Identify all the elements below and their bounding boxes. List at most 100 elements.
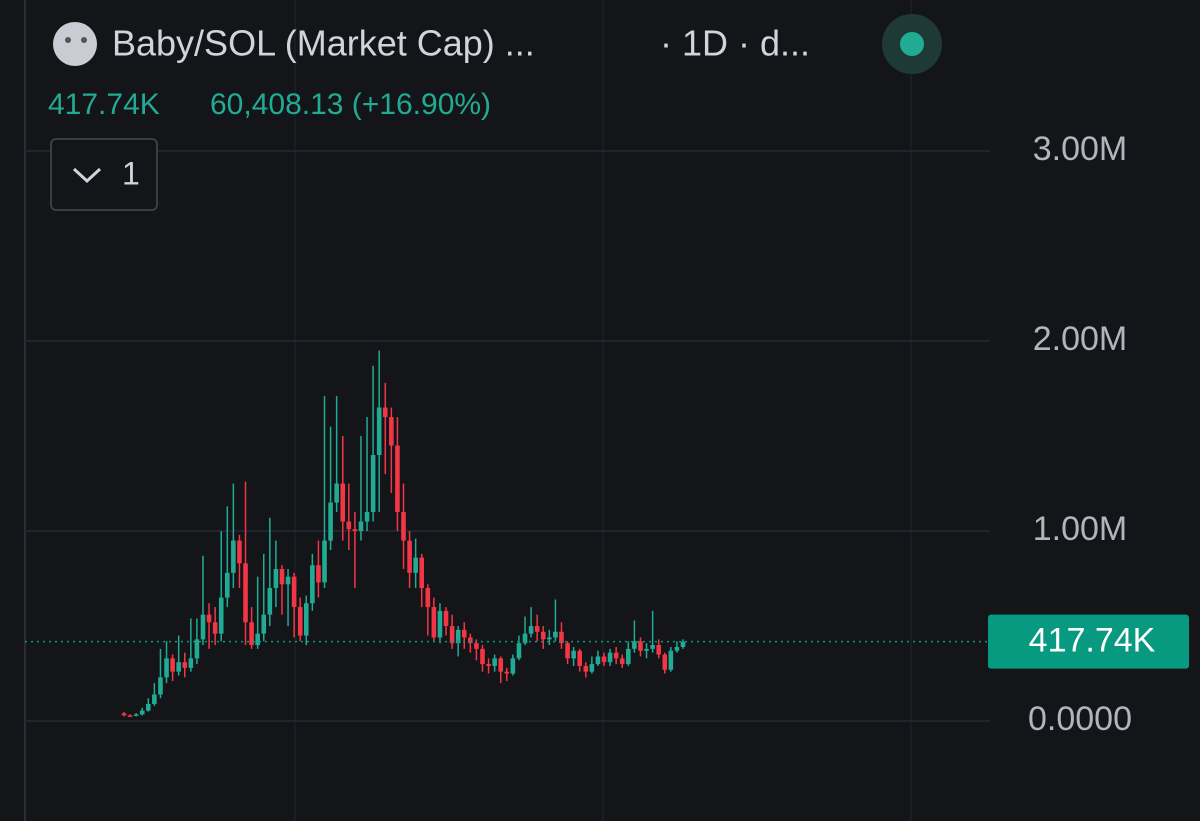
- candle-body: [680, 641, 686, 647]
- candle-body: [468, 637, 473, 644]
- candle-body: [528, 626, 534, 634]
- candle-body: [540, 631, 546, 640]
- candle-body: [583, 665, 589, 672]
- candle-body: [182, 662, 188, 668]
- candle-body: [425, 588, 431, 608]
- candle-body: [674, 646, 680, 651]
- candle-body: [662, 654, 668, 670]
- y-tick-label: 2.00M: [1033, 320, 1128, 358]
- candle-body: [152, 694, 157, 704]
- plot: 0.0000 1.00M 2.00M 3.00M 417.74K: [25, 130, 1189, 738]
- candle-body: [322, 540, 327, 583]
- candle-body: [121, 713, 127, 716]
- indicator-toggle[interactable]: [50, 138, 158, 211]
- candle-body: [328, 502, 333, 541]
- candle-body: [297, 607, 303, 636]
- candle-body: [170, 658, 175, 672]
- candle-body: [279, 569, 285, 585]
- candle-body: [334, 483, 339, 503]
- candle-body: [437, 610, 443, 638]
- candle-body: [218, 597, 224, 634]
- candle-body: [267, 588, 273, 615]
- candle-body: [522, 633, 528, 644]
- candle-body: [607, 652, 613, 663]
- candle-body: [553, 631, 558, 638]
- candle-body: [261, 614, 267, 634]
- candle-body: [146, 703, 151, 711]
- candle-body: [303, 603, 309, 636]
- candle-body: [255, 633, 260, 646]
- symbol-title[interactable]: Baby/SOL (Market Cap) ...: [112, 23, 535, 64]
- candle-body: [370, 455, 376, 513]
- candle-body: [176, 662, 181, 672]
- candle-body: [504, 671, 510, 674]
- candle-body: [413, 557, 418, 573]
- candle-body: [382, 407, 388, 418]
- header-price: 417.74K: [48, 88, 160, 121]
- candle-body: [516, 643, 522, 659]
- candle-body: [644, 648, 649, 651]
- candle-body: [498, 658, 504, 672]
- candle-body: [352, 529, 358, 532]
- candle-body: [449, 626, 455, 644]
- candle-body: [510, 658, 516, 674]
- candle-body: [443, 610, 449, 627]
- candle-body: [358, 521, 364, 532]
- icon-eye: [81, 37, 87, 43]
- candle-body: [346, 521, 352, 530]
- candle-body: [188, 658, 194, 668]
- candle-body: [364, 512, 370, 522]
- candle-body: [127, 715, 133, 717]
- candle-body: [164, 658, 169, 678]
- candle-body: [212, 622, 218, 634]
- icon-eye: [65, 37, 71, 43]
- candle-body: [638, 641, 643, 651]
- candle-body: [534, 626, 540, 632]
- candle-body: [626, 648, 631, 665]
- interval[interactable]: · 1D · d...: [660, 23, 810, 64]
- y-tick-label: 1.00M: [1033, 510, 1128, 548]
- candle-body: [613, 652, 619, 659]
- token-icon[interactable]: [53, 22, 97, 66]
- candle-body: [291, 576, 297, 608]
- header-change: 60,408.13 (+16.90%): [210, 88, 491, 121]
- candle-body: [577, 650, 583, 666]
- candle-body: [668, 650, 674, 670]
- candle-body: [376, 407, 382, 456]
- last-price-label: 417.74K: [1029, 622, 1156, 660]
- candle-body: [601, 656, 607, 663]
- candle-body: [237, 540, 242, 564]
- y-tick-label: 3.00M: [1033, 130, 1128, 168]
- indicator-count: 1: [122, 155, 140, 191]
- candle-body: [619, 658, 625, 665]
- chevron-icon: [72, 167, 102, 184]
- candle-body: [455, 629, 461, 644]
- candle-body: [231, 540, 236, 573]
- candle-body: [395, 445, 400, 513]
- candle-body: [656, 645, 661, 655]
- candle-body: [480, 648, 485, 665]
- candle-body: [632, 641, 637, 649]
- candle-body: [310, 565, 315, 604]
- candle-body: [492, 658, 497, 666]
- last-price-box: [988, 614, 1189, 669]
- candle-body: [461, 629, 467, 638]
- candle-body: [273, 569, 279, 589]
- status-dot: [900, 32, 924, 56]
- header: Baby/SOL (Market Cap) ... · 1D · d... 41…: [48, 14, 942, 211]
- candle-body: [285, 576, 291, 585]
- candle-body: [559, 631, 564, 644]
- candle-body: [316, 565, 321, 583]
- candle-body: [401, 512, 406, 541]
- candle-body: [249, 622, 254, 646]
- candle-body: [389, 417, 394, 446]
- candle-body: [206, 614, 212, 623]
- candle-body: [340, 483, 346, 522]
- candle-body: [571, 650, 576, 659]
- candle-body: [200, 614, 206, 640]
- candle-body: [139, 710, 145, 715]
- candle-body: [565, 643, 570, 659]
- candle-body: [194, 639, 200, 659]
